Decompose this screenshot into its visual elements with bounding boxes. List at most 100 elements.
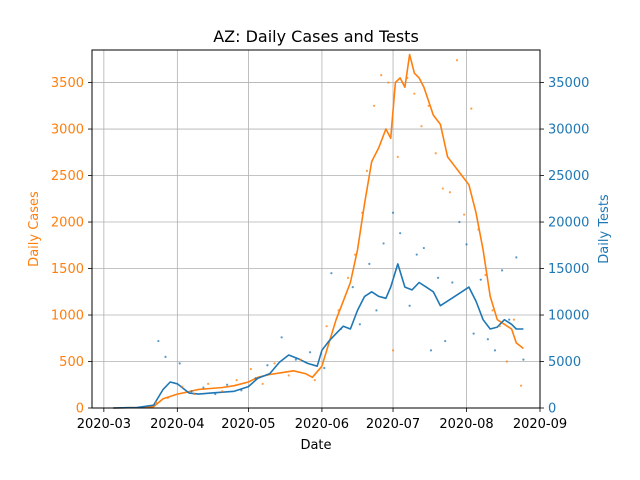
scatter-point (154, 401, 158, 404)
left-tick-label: 3000 (51, 123, 84, 138)
scatter-point (273, 362, 276, 365)
x-tick-label: 2020-06 (295, 417, 349, 432)
scatter-point (361, 211, 364, 214)
scatter-point (221, 390, 224, 393)
scatter-point (240, 389, 243, 392)
scatter-point (508, 318, 511, 321)
x-tick-label: 2020-05 (221, 417, 275, 432)
right-tick-label: 5000 (548, 355, 581, 370)
left-tick-label: 1000 (51, 309, 84, 324)
scatter-point (164, 355, 167, 358)
scatter-point (422, 246, 425, 250)
scatter-point (308, 351, 312, 354)
scatter-point (415, 253, 418, 256)
scatter-point (382, 242, 385, 245)
scatter-point (202, 386, 205, 389)
scatter-point (500, 269, 504, 272)
left-tick-label: 3500 (51, 76, 84, 91)
scatter-point (346, 276, 350, 279)
left-tick-label: 1500 (51, 262, 84, 277)
scatter-point (505, 360, 508, 363)
left-axis-title: Daily Cases (27, 191, 42, 267)
cases-line (113, 53, 524, 409)
scatter-point (380, 74, 383, 77)
scatter-point (299, 358, 302, 361)
scatter-point (339, 327, 342, 331)
scatter-point (486, 338, 489, 341)
scatter-point (280, 336, 283, 339)
right-tick-label: 15000 (548, 262, 589, 277)
scatter-point (235, 379, 238, 382)
scatter-point (365, 169, 369, 172)
scatter-point (465, 243, 468, 246)
scatter-point (470, 107, 473, 110)
scatter-point (323, 366, 326, 370)
scatter-point (491, 309, 494, 312)
scatter-point (429, 349, 433, 352)
scatter-point (354, 253, 357, 256)
scatter-point (396, 155, 399, 159)
scatter-point (444, 339, 447, 343)
scatter-point (391, 211, 395, 214)
scatter-point (226, 383, 229, 386)
scatter-point (451, 281, 454, 284)
scatter-point (455, 59, 459, 62)
left-tick-label: 2500 (51, 169, 84, 184)
right-tick-label: 25000 (548, 169, 589, 184)
x-tick-label: 2020-04 (150, 417, 204, 432)
right-tick-label: 10000 (548, 309, 589, 324)
scatter-point (313, 379, 316, 382)
scatter-point (375, 309, 378, 312)
scatter-point (180, 385, 184, 388)
scatter-point (479, 278, 482, 281)
scatter-point (249, 367, 252, 371)
x-tick-label: 2020-08 (439, 417, 493, 432)
right-tick-label: 30000 (548, 123, 589, 138)
x-tick-label: 2020-09 (513, 417, 567, 432)
scatter-point (519, 384, 523, 387)
scatter-point (477, 228, 480, 231)
scatter-point (427, 104, 430, 107)
scatter-point (498, 325, 501, 328)
scatter-point (472, 332, 475, 335)
scatter-point (484, 273, 487, 277)
x-axis-title: Date (300, 438, 331, 453)
x-axis: 2020-03 2020-04 2020-05 2020-06 2020-07 2020-… (77, 408, 567, 432)
scatter-point (214, 392, 217, 396)
scatter-point (522, 358, 525, 361)
tests-line (113, 263, 524, 409)
scatter-point (391, 349, 395, 352)
scatter-point (372, 104, 376, 107)
right-tick-label: 35000 (548, 76, 589, 91)
scatter-point (408, 304, 411, 307)
chart-title: AZ: Daily Cases and Tests (213, 27, 419, 46)
scatter-point (330, 272, 333, 275)
scatter-point (413, 92, 416, 95)
scatter-point (254, 377, 257, 380)
scatter-point (434, 152, 437, 155)
right-tick-label: 20000 (548, 216, 589, 231)
scatter-point (337, 309, 340, 312)
scatter-point (261, 382, 264, 385)
scatter-point (493, 349, 497, 352)
x-tick-label: 2020-03 (77, 417, 131, 432)
left-tick-label: 0 (76, 402, 84, 417)
scatter-point (266, 364, 269, 367)
scatter-point (387, 81, 390, 84)
right-axis-title: Daily Tests (597, 194, 612, 264)
scatter-point (515, 256, 518, 259)
scatter-point (448, 191, 452, 194)
scatter-point (207, 382, 210, 385)
scatter-point (178, 362, 181, 365)
scatter-point (192, 392, 196, 396)
plot-frame (91, 49, 541, 409)
scatter-point (358, 323, 361, 326)
scatter-point (287, 374, 290, 377)
scatter-point (406, 76, 409, 79)
left-axis: 0 500 1000 1500 2000 2500 3000 3500 (51, 76, 92, 417)
scatter-point (441, 187, 444, 190)
scatter-point (351, 286, 354, 289)
scatter-point (157, 339, 160, 343)
